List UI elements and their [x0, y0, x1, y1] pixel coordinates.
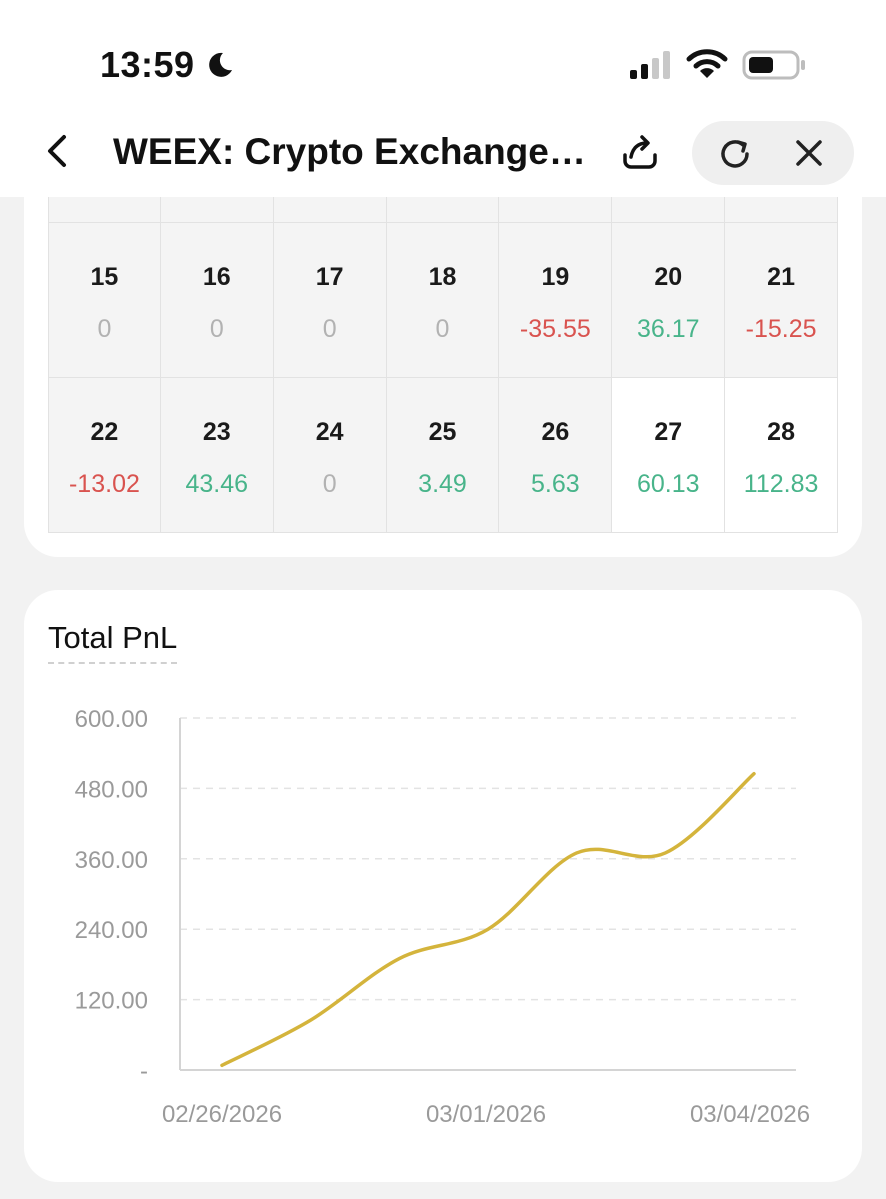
calendar-day-cell[interactable]: 23 43.46: [160, 378, 274, 533]
x-tick-label: 02/26/2026: [162, 1101, 282, 1128]
y-tick-label: 240.00: [75, 917, 148, 944]
share-icon[interactable]: [617, 129, 663, 175]
calendar-day-cell[interactable]: 26 5.63: [499, 378, 613, 533]
calendar-day-cell[interactable]: 16 0: [160, 223, 274, 378]
pnl-calendar-card: 15 0 16 0 17 0 18 0 19 -35.55 20 36.17 21 -15.2…: [24, 197, 862, 557]
calendar-day-number: 22: [90, 418, 119, 446]
calendar-day-pnl: 3.49: [418, 470, 467, 498]
cellular-signal-icon: [630, 51, 670, 79]
chart-title[interactable]: Total PnL: [48, 620, 178, 664]
calendar-day-pnl: 43.46: [185, 470, 249, 498]
calendar-week: 22 -13.02 23 43.46 24 0 25 3.49 26 5.63 27 60.…: [48, 378, 839, 533]
total-pnl-card: - 120.00 240.00 360.00 480.00 600.00 02/26/202…: [24, 590, 862, 1182]
x-tick-label: 03/01/2026: [426, 1101, 546, 1128]
calendar-day-cell[interactable]: 24 0: [273, 378, 387, 533]
moon-icon: [209, 52, 232, 77]
calendar-day-number: 16: [202, 263, 231, 291]
status-time: 13:59: [100, 44, 195, 85]
calendar-day-number: 28: [767, 418, 795, 446]
calendar-day-number: 25: [428, 418, 457, 446]
calendar-day-number: 26: [541, 418, 570, 446]
calendar-day-pnl: 60.13: [636, 470, 700, 498]
y-tick-label: 120.00: [75, 988, 148, 1015]
calendar-cell: [160, 197, 274, 223]
calendar-cell: [48, 197, 161, 223]
calendar-day-cell[interactable]: 27 60.13: [612, 378, 726, 533]
back-icon[interactable]: [40, 131, 76, 171]
close-icon[interactable]: [792, 136, 826, 170]
y-tick-label: 480.00: [75, 776, 148, 803]
y-tick-label: 360.00: [75, 847, 148, 874]
nav-bar: WEEX: Crypto Exchange…: [0, 105, 886, 197]
calendar-cell: [499, 197, 613, 223]
calendar-day-cell[interactable]: 28 112.83: [725, 378, 839, 533]
wifi-icon: [686, 49, 728, 78]
calendar-row-partial: [48, 197, 839, 223]
calendar-day-number: 15: [90, 263, 119, 291]
calendar-day-pnl: 0: [209, 315, 224, 343]
y-tick-label: 600.00: [75, 706, 148, 733]
calendar-cell: [725, 197, 839, 223]
status-bar: 13:59: [0, 0, 886, 105]
calendar-day-number: 20: [654, 263, 683, 291]
calendar-day-pnl: 0: [97, 315, 112, 343]
total-pnl-series-line[interactable]: [220, 771, 756, 1068]
calendar-day-number: 24: [315, 418, 344, 446]
page-title: WEEX: Crypto Exchange…: [113, 131, 583, 172]
calendar-day-cell[interactable]: 22 -13.02: [48, 378, 161, 533]
reload-icon[interactable]: [716, 135, 754, 173]
calendar-day-cell[interactable]: 18 0: [386, 223, 500, 378]
calendar-week: 15 0 16 0 17 0 18 0 19 -35.55 20 36.17 21 -15.2…: [48, 223, 839, 378]
total-pnl-chart: - 120.00 240.00 360.00 480.00 600.00 02/26/202…: [75, 706, 810, 1128]
calendar-day-pnl: 0: [322, 470, 337, 498]
calendar-day-cell[interactable]: 20 36.17: [612, 223, 726, 378]
calendar-day-pnl: 0: [322, 315, 337, 343]
calendar-day-number: 19: [541, 263, 570, 291]
calendar-cell: [386, 197, 500, 223]
battery-icon: [742, 50, 805, 80]
calendar-day-cell[interactable]: 21 -15.25: [725, 223, 839, 378]
x-tick-label: 03/04/2026: [690, 1101, 810, 1128]
calendar-day-number: 18: [428, 263, 457, 291]
calendar-day-pnl: 36.17: [636, 315, 700, 343]
calendar-day-pnl: -35.55: [519, 315, 591, 343]
calendar-day-number: 23: [202, 418, 231, 446]
calendar-day-cell[interactable]: 19 -35.55: [499, 223, 613, 378]
calendar-day-pnl: -13.02: [68, 470, 140, 498]
calendar-day-cell[interactable]: 15 0: [48, 223, 161, 378]
calendar-day-pnl: 0: [435, 315, 450, 343]
pnl-calendar: 15 0 16 0 17 0 18 0 19 -35.55 20 36.17 21 -15.2…: [48, 197, 839, 533]
calendar-day-pnl: 5.63: [531, 470, 580, 498]
calendar-day-pnl: -15.25: [745, 315, 817, 343]
y-tick-label: -: [140, 1058, 148, 1085]
calendar-day-pnl: 112.83: [743, 470, 819, 498]
calendar-cell: [273, 197, 387, 223]
calendar-cell: [612, 197, 726, 223]
calendar-day-cell[interactable]: 17 0: [273, 223, 387, 378]
calendar-day-number: 17: [315, 263, 344, 291]
calendar-day-number: 27: [654, 418, 683, 446]
calendar-day-number: 21: [767, 263, 795, 291]
browser-controls: [692, 121, 854, 185]
calendar-day-cell[interactable]: 25 3.49: [386, 378, 500, 533]
